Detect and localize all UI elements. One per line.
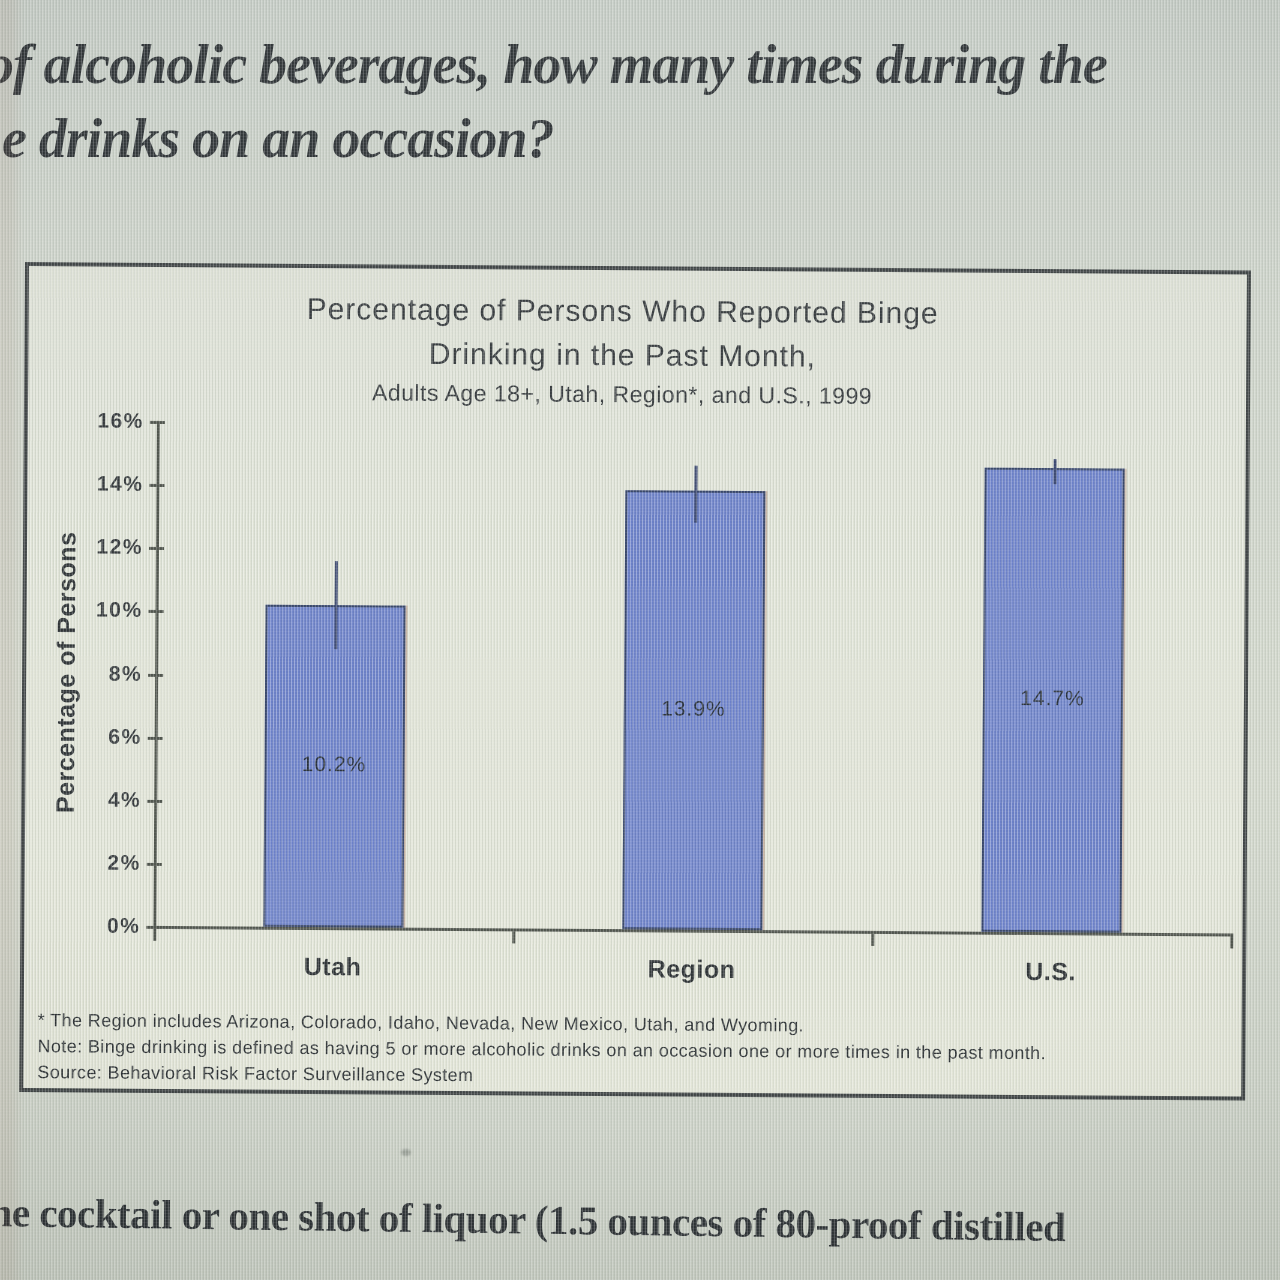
x-axis-tick bbox=[153, 928, 157, 941]
y-axis-tick-label: 2% bbox=[107, 851, 141, 875]
bar-value-label-utah: 10.2% bbox=[301, 752, 367, 777]
y-axis-tick-label: 6% bbox=[108, 725, 142, 749]
bar-value-label-us: 14.7% bbox=[1020, 686, 1085, 711]
y-axis-tick bbox=[146, 862, 162, 866]
photo-smudge bbox=[401, 1149, 411, 1156]
error-bar-us bbox=[1052, 458, 1057, 485]
question-text-line2: e drinks on an occasion? bbox=[2, 108, 555, 170]
error-bar-region bbox=[693, 465, 698, 523]
binge-drinking-chart: Percentage of Persons Who Reported Binge… bbox=[19, 262, 1251, 1101]
y-axis-tick-label: 14% bbox=[96, 472, 144, 496]
y-axis-tick bbox=[147, 799, 163, 803]
y-axis-tick-label: 0% bbox=[106, 914, 141, 938]
x-axis-tick bbox=[871, 933, 875, 946]
y-axis-tick bbox=[148, 673, 164, 677]
error-bar-utah bbox=[333, 561, 338, 650]
category-label-utah: Utah bbox=[303, 952, 362, 982]
y-axis-tick bbox=[147, 736, 163, 740]
y-axis-tick bbox=[149, 420, 165, 424]
y-axis-tick-label: 16% bbox=[97, 409, 144, 433]
plot-area: 0% 2% 4% 6% 8% 10% 12% 14% 16% 10.2% Utah 13.9% Regi… bbox=[23, 266, 1247, 1096]
body-text-line: ne cocktail or one shot of liquor (1.5 o… bbox=[0, 1188, 1066, 1251]
category-label-us: U.S. bbox=[1025, 958, 1076, 987]
y-axis-tick bbox=[149, 483, 165, 488]
chart-footnotes: * The Region includes Arizona, Colorado,… bbox=[37, 1007, 1232, 1093]
y-axis-tick-label: 4% bbox=[107, 788, 142, 812]
y-axis-tick bbox=[148, 610, 164, 614]
x-axis-tick bbox=[512, 931, 516, 944]
category-label-region: Region bbox=[647, 955, 736, 984]
y-axis-tick bbox=[148, 547, 165, 551]
y-axis-tick-label: 8% bbox=[108, 662, 143, 686]
bar-value-label-region: 13.9% bbox=[661, 697, 726, 721]
y-axis-tick-label: 12% bbox=[96, 535, 144, 560]
question-text-line1: of alcoholic beverages, how many times d… bbox=[0, 34, 1108, 96]
question-text: of alcoholic beverages, how many times d… bbox=[0, 28, 1108, 176]
y-axis-tick-label: 10% bbox=[95, 598, 143, 623]
x-axis-tick bbox=[1230, 936, 1234, 949]
